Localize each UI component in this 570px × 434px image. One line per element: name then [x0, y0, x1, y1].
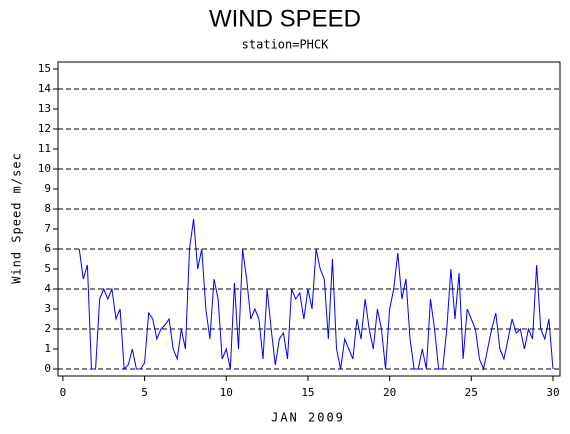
chart-subtitle: station=PHCK: [242, 38, 329, 52]
x-tick-label: 15: [301, 386, 314, 399]
y-tick-label: 5: [44, 262, 51, 275]
y-tick-label: 4: [44, 282, 51, 295]
y-tick-label: 10: [38, 162, 51, 175]
chart-title: WIND SPEED: [209, 5, 361, 32]
y-tick-label: 1: [44, 342, 51, 355]
x-tick-label: 5: [141, 386, 148, 399]
y-tick-label: 7: [44, 222, 51, 235]
y-axis-label: Wind Speed m/sec: [10, 152, 24, 284]
x-tick-label: 30: [546, 386, 559, 399]
x-tick-label: 20: [383, 386, 396, 399]
y-tick-label: 0: [44, 362, 51, 375]
x-axis-label: JAN 2009: [271, 411, 345, 425]
y-tick-label: 9: [44, 182, 51, 195]
y-tick-label: 6: [44, 242, 51, 255]
y-tick-label: 8: [44, 202, 51, 215]
y-tick-label: 15: [38, 62, 51, 75]
x-tick-label: 0: [60, 386, 67, 399]
y-tick-label: 3: [44, 302, 51, 315]
y-tick-label: 12: [38, 122, 51, 135]
y-tick-label: 11: [38, 142, 51, 155]
x-tick-label: 25: [465, 386, 478, 399]
y-tick-label: 14: [38, 82, 52, 95]
data-line: [78, 218, 554, 371]
plot-frame: [57, 61, 561, 377]
y-tick-label: 13: [38, 102, 51, 115]
y-tick-label: 2: [44, 322, 51, 335]
x-tick-label: 10: [220, 386, 233, 399]
